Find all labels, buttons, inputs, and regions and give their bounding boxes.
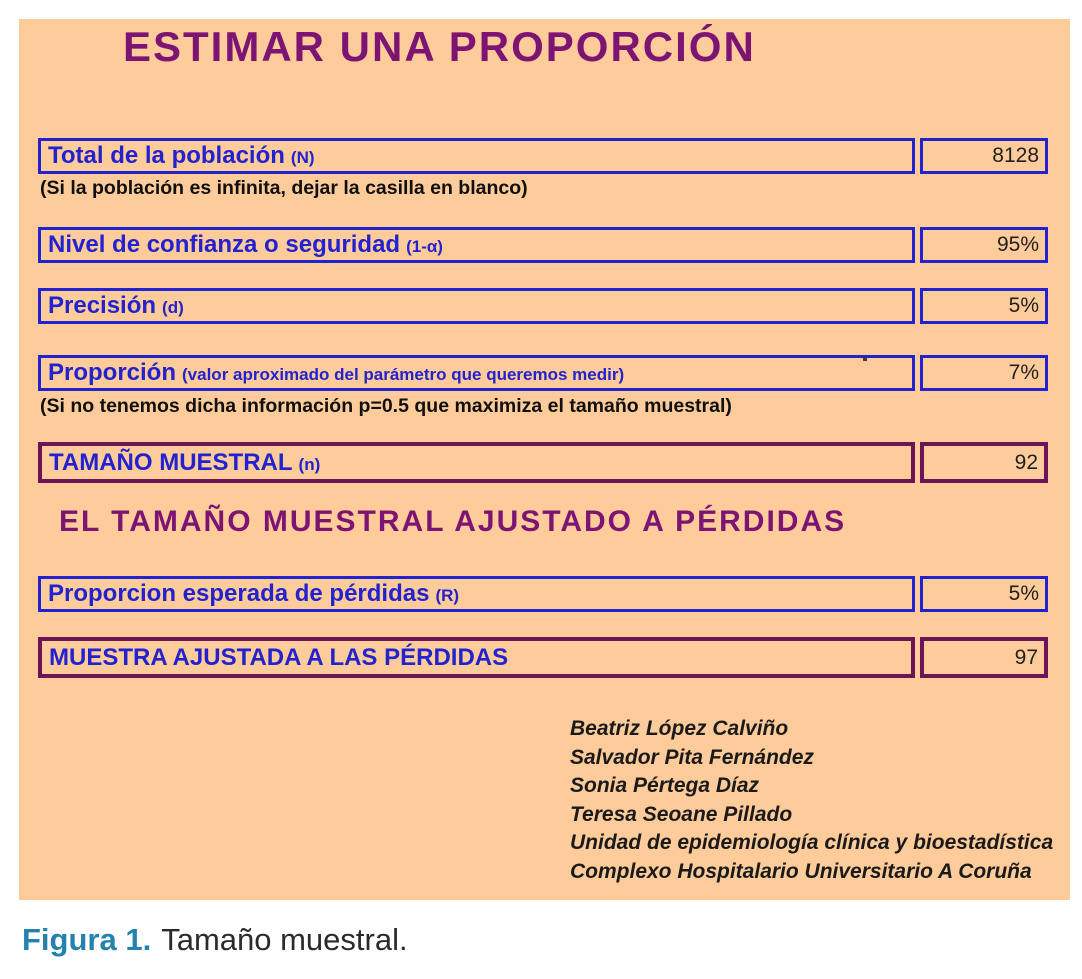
label-cell-nivel-confianza: Nivel de confianza o seguridad (1-α) bbox=[38, 227, 915, 263]
section2-title: EL TAMAÑO MUESTRAL AJUSTADO A PÉRDIDAS bbox=[59, 505, 847, 538]
row-sublabel: (R) bbox=[435, 586, 460, 605]
label-cell-muestra-ajustada: MUESTRA AJUSTADA A LAS PÉRDIDAS bbox=[38, 637, 915, 678]
figure-caption-label: Figura 1. bbox=[22, 922, 152, 957]
row-sublabel: (valor aproximado del parámetro que quer… bbox=[182, 365, 625, 384]
sample-size-calculator-panel: ESTIMAR UNA PROPORCIÓN Total de la pobla… bbox=[19, 19, 1070, 900]
value-perdidas: 5% bbox=[1008, 582, 1039, 605]
value-cell-precision[interactable]: 5% bbox=[920, 288, 1048, 324]
label-cell-total-poblacion: Total de la población (N) bbox=[38, 138, 915, 174]
label-cell-precision: Precisión (d) bbox=[38, 288, 915, 324]
row-label: MUESTRA AJUSTADA A LAS PÉRDIDAS bbox=[49, 644, 509, 671]
value-cell-perdidas[interactable]: 5% bbox=[920, 576, 1048, 612]
row-sublabel: (n) bbox=[298, 455, 321, 474]
row-label: Nivel de confianza o seguridad bbox=[48, 231, 401, 258]
row-label: Proporcion esperada de pérdidas bbox=[48, 580, 430, 607]
label-cell-perdidas: Proporcion esperada de pérdidas (R) bbox=[38, 576, 915, 612]
value-muestra-ajustada: 97 bbox=[1014, 646, 1038, 669]
row-sublabel: (N) bbox=[290, 148, 315, 167]
row-sublabel: (d) bbox=[162, 298, 184, 317]
credit-line: Unidad de epidemiología clínica y bioest… bbox=[570, 831, 1054, 854]
figure-caption-text: Tamaño muestral. bbox=[161, 922, 408, 957]
credit-line: Teresa Seoane Pillado bbox=[570, 802, 793, 826]
credit-line: Beatriz López Calviño bbox=[570, 717, 789, 740]
credit-line: Salvador Pita Fernández bbox=[570, 745, 814, 769]
credits-block: Beatriz López Calviño Salvador Pita Fern… bbox=[570, 715, 1053, 886]
figure-caption: Figura 1. Tamaño muestral. bbox=[22, 922, 408, 958]
value-cell-total-poblacion[interactable]: 8128 bbox=[920, 138, 1048, 174]
row-sublabel: (1-α) bbox=[406, 237, 443, 256]
value-cell-tamano-muestral: 92 bbox=[920, 442, 1048, 483]
credit-line: Sonia Pértega Díaz bbox=[570, 774, 760, 797]
label-cell-tamano-muestral: TAMAÑO MUESTRAL (n) bbox=[38, 442, 915, 483]
credit-line: Complexo Hospitalario Universitario A Co… bbox=[570, 859, 1032, 883]
value-cell-nivel-confianza[interactable]: 95% bbox=[920, 227, 1048, 263]
value-tamano-muestral: 92 bbox=[1014, 451, 1038, 474]
panel-title: ESTIMAR UNA PROPORCIÓN bbox=[123, 23, 756, 70]
row-label: Proporción bbox=[48, 359, 177, 386]
stray-speck bbox=[863, 357, 867, 361]
note-proportion: (Si no tenemos dicha información p=0.5 q… bbox=[40, 395, 732, 417]
row-label: TAMAÑO MUESTRAL bbox=[49, 449, 293, 476]
note-population: (Si la población es infinita, dejar la c… bbox=[40, 177, 528, 199]
value-proporcion: 7% bbox=[1008, 361, 1039, 384]
label-cell-proporcion: Proporción (valor aproximado del parámetr… bbox=[38, 355, 915, 391]
value-cell-proporcion[interactable]: 7% bbox=[920, 355, 1048, 391]
value-nivel-confianza: 95% bbox=[996, 233, 1039, 256]
row-label: Precisión bbox=[48, 292, 157, 319]
value-total-poblacion: 8128 bbox=[992, 144, 1039, 167]
row-label: Total de la población bbox=[48, 142, 285, 169]
value-cell-muestra-ajustada: 97 bbox=[920, 637, 1048, 678]
value-precision: 5% bbox=[1008, 294, 1039, 317]
